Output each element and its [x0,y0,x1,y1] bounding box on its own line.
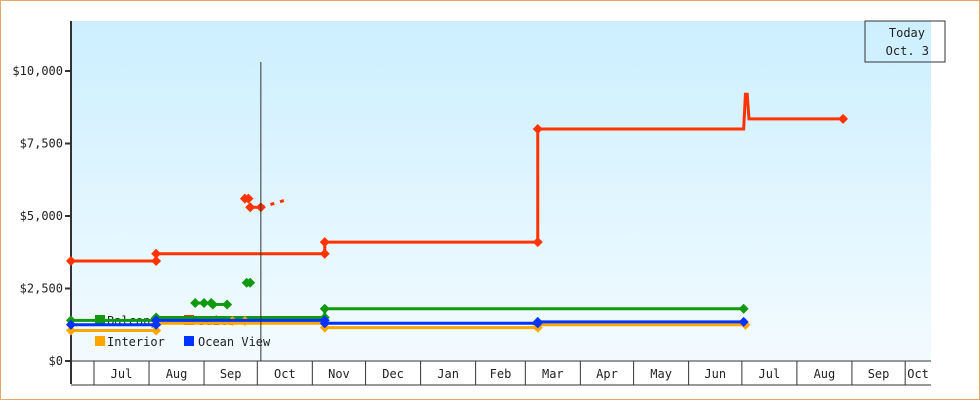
series-ocean-view [65,315,749,330]
data-point [319,318,330,329]
series-suite [65,92,849,266]
data-point [319,303,330,314]
data-point [738,303,749,314]
x-tick-label: Mar [542,367,564,381]
x-tick-label: Dec [382,367,404,381]
x-tick-label: Sep [868,367,890,381]
legend-label-2: Interior [107,335,165,349]
data-point [245,202,256,213]
data-point [65,325,76,336]
x-tick-label: Aug [166,367,188,381]
data-point [532,316,543,327]
y-tick-label: $10,000 [12,64,63,78]
forecast-line [260,198,287,209]
data-point [319,237,330,248]
y-axis: $0 $2,500 $5,000 $7,500 $10,000 [12,21,72,384]
data-point [190,298,201,308]
data-point [151,248,162,259]
data-point [65,255,76,266]
x-tick-label: Jan [437,367,459,381]
legend-label-3: Ocean View [198,335,271,349]
x-tick-label: May [650,367,672,381]
data-point [222,299,233,310]
data-point [199,298,210,308]
x-tick-label: Apr [596,367,618,381]
x-axis: Jul Aug Sep Oct Nov Dec Jan Feb Mar Apr May Jun Jul A… [71,360,931,386]
data-point [151,325,162,336]
series-layer [65,92,849,336]
y-tick-label: $7,500 [20,137,63,151]
y-tick-label: $2,500 [20,282,63,296]
data-point [532,124,543,134]
today-marker: Today Oct. 3 [260,20,946,361]
legend-swatch-3 [184,336,194,346]
today-box [864,20,946,63]
data-point [532,237,543,248]
data-point [243,193,254,204]
data-point [738,316,749,327]
x-tick-label: Feb [490,367,512,381]
x-tick-label: Oct [274,367,296,381]
x-tick-label: Sep [220,367,242,381]
data-point [65,319,76,330]
x-tick-label: Jul [111,367,133,381]
data-point [245,277,256,288]
x-tick-label: Nov [328,367,350,381]
data-point [151,255,162,266]
y-tick-label: $5,000 [20,209,63,223]
data-point [207,299,218,310]
data-point [319,248,330,259]
today-date: Oct. 3 [886,44,929,58]
legend-swatch-2 [95,336,105,346]
y-tick-label: $0 [49,354,63,368]
data-point [151,315,162,326]
x-tick-label: Jun [704,367,726,381]
x-tick-label: Aug [814,367,836,381]
today-label: Today [889,26,925,40]
data-point [838,113,849,124]
x-tick-label: Jul [759,367,781,381]
x-tick-label: Oct [907,367,929,381]
